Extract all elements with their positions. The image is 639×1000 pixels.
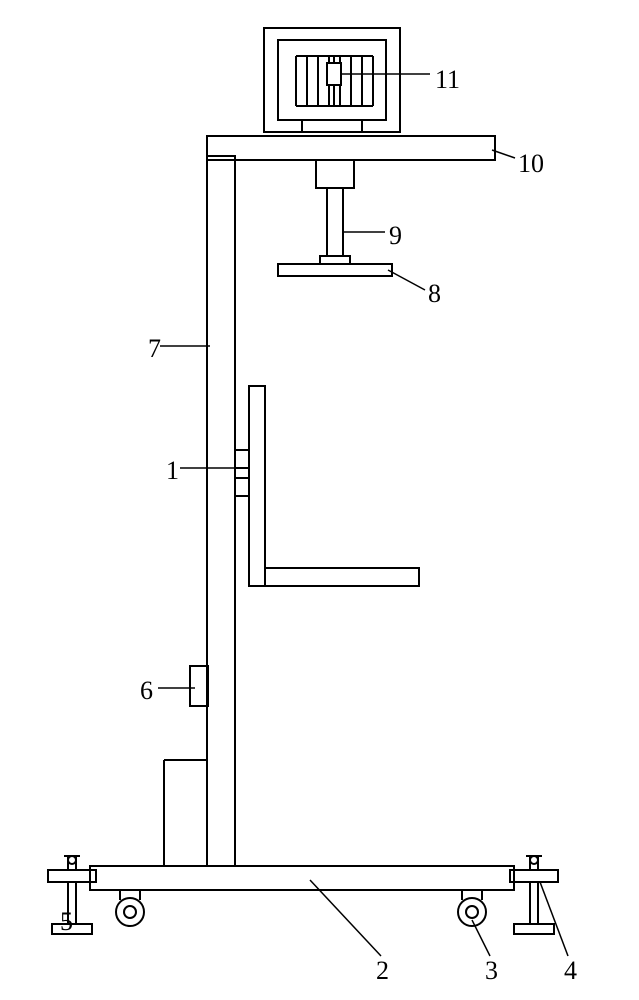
top-arm <box>207 136 495 160</box>
leader-lines <box>68 74 568 956</box>
foot-right <box>510 856 558 934</box>
base-plate <box>90 866 514 890</box>
label-3: 3 <box>485 956 498 986</box>
label-7: 7 <box>148 334 161 364</box>
vertical-column <box>207 156 235 866</box>
label-10: 10 <box>518 149 544 179</box>
press-shaft <box>327 188 343 256</box>
motor-core <box>327 63 341 85</box>
switch-box <box>190 666 208 706</box>
press-head <box>278 264 392 276</box>
caster-left <box>116 890 144 926</box>
label-4: 4 <box>564 956 577 986</box>
bracket-vertical <box>249 386 265 586</box>
press-shaft-collar <box>320 256 350 264</box>
label-9: 9 <box>389 221 402 251</box>
bracket-mount-bottom <box>235 478 249 496</box>
label-2: 2 <box>376 956 389 986</box>
label-1: 1 <box>166 456 179 486</box>
motor-base <box>302 120 362 132</box>
bracket-mount-top <box>235 450 249 468</box>
label-11: 11 <box>435 65 460 95</box>
label-6: 6 <box>140 676 153 706</box>
bracket-horizontal <box>249 568 419 586</box>
press-cylinder <box>316 160 354 188</box>
label-8: 8 <box>428 279 441 309</box>
label-5: 5 <box>60 907 73 937</box>
base-block <box>164 760 207 866</box>
